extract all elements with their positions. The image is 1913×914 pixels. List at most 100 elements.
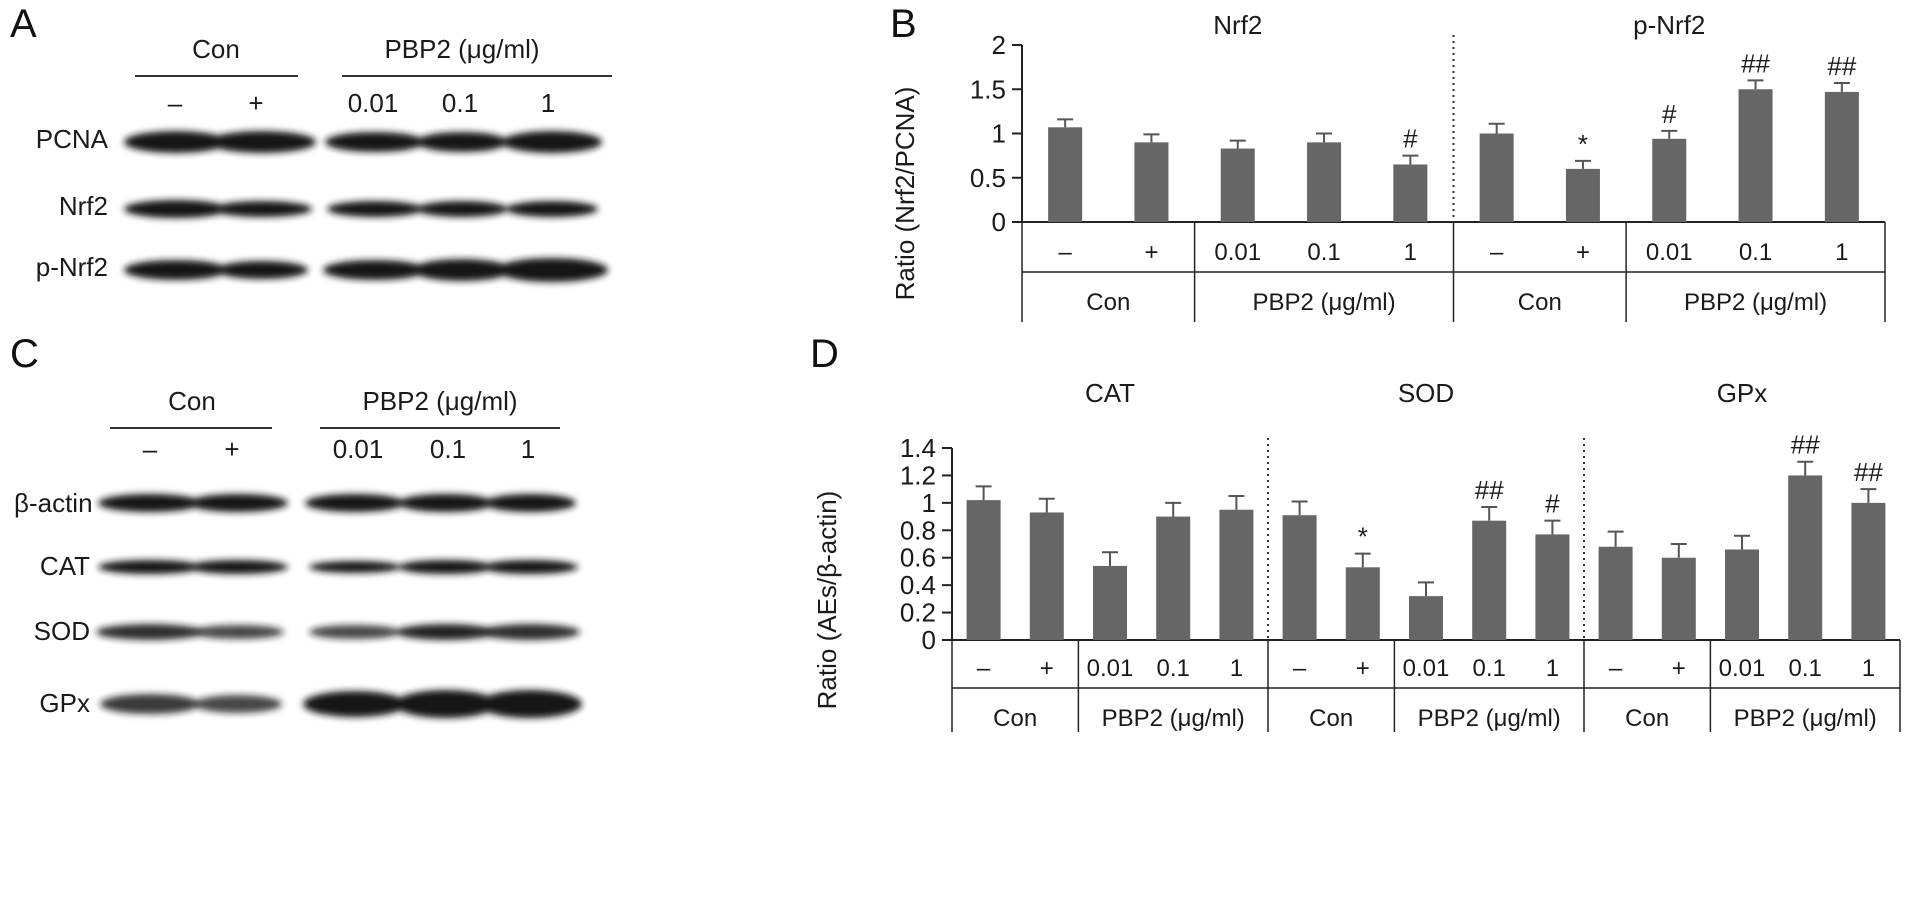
x-lane-label: + <box>1040 655 1054 682</box>
significance-marker: # <box>1545 489 1560 519</box>
bar <box>1565 168 1600 222</box>
bar <box>1048 127 1083 222</box>
blot-c-row-label: GPx <box>39 688 90 718</box>
band <box>506 201 598 217</box>
bar <box>1824 91 1859 222</box>
panel-letter-c: C <box>10 332 39 376</box>
x-lane-label: + <box>1144 239 1158 266</box>
x-lane-label: + <box>1356 655 1370 682</box>
significance-marker: * <box>1578 129 1588 159</box>
band <box>124 260 228 280</box>
x-group-label: Con <box>1309 705 1353 732</box>
bar <box>1156 516 1191 640</box>
y-axis-label: Ratio (AEs/β-actin) <box>812 491 842 710</box>
band <box>194 695 282 713</box>
x-lane-label: 1 <box>1835 239 1848 266</box>
x-group-label: Con <box>1518 289 1562 316</box>
panel-letter-a: A <box>10 2 37 46</box>
x-lane-label: – <box>1058 239 1072 266</box>
y-tick-label: 1.5 <box>970 74 1006 104</box>
band <box>303 691 407 717</box>
band <box>502 131 602 153</box>
bar <box>1220 148 1255 222</box>
y-tick-label: 0 <box>922 625 936 655</box>
chart-b: 0 0.5 1 1.5 2 Ratio (Nrf2/PCNA) Nrf2 – +0.01 0.1 #… <box>890 10 1886 322</box>
significance-marker: * <box>1358 522 1368 552</box>
x-group-label: PBP2 (μg/ml) <box>1252 289 1395 316</box>
bar <box>966 500 1001 640</box>
blot-a-row-label: p-Nrf2 <box>36 252 108 282</box>
blot-c-lane-label: 0.01 <box>333 434 384 464</box>
band <box>496 258 608 282</box>
significance-marker: ## <box>1854 457 1883 487</box>
band <box>216 261 308 279</box>
y-tick-label: 1 <box>922 488 936 518</box>
band <box>96 624 204 640</box>
significance-marker: # <box>1662 99 1677 129</box>
y-tick-label: 1.4 <box>900 433 936 463</box>
bar <box>1134 142 1169 222</box>
band <box>325 132 425 152</box>
y-tick-label: 0.8 <box>900 515 936 545</box>
band <box>188 560 288 574</box>
x-lane-label: 0.1 <box>1789 655 1822 682</box>
band <box>478 690 582 718</box>
band <box>98 560 202 574</box>
y-tick-label: 0 <box>992 207 1006 237</box>
y-tick-label: 0.4 <box>900 570 936 600</box>
x-group-label: Con <box>1086 289 1130 316</box>
x-lane-label: 1 <box>1546 655 1559 682</box>
blot-a-group-pbp2: PBP2 (μg/ml) <box>384 34 539 64</box>
bar <box>1345 567 1380 640</box>
band <box>309 561 401 573</box>
band <box>100 694 200 714</box>
x-lane-label: 0.01 <box>1087 655 1134 682</box>
panel-a: A Con PBP2 (μg/ml) – + 0.01 0.1 1 PCNA N… <box>0 0 660 320</box>
blot-c-row-label: CAT <box>40 551 90 581</box>
bar <box>1598 546 1633 640</box>
x-lane-label: 0.1 <box>1473 655 1506 682</box>
bar <box>1661 557 1696 640</box>
band <box>416 201 508 217</box>
x-lane-label: 0.1 <box>1739 239 1772 266</box>
y-tick-label: 2 <box>992 30 1006 60</box>
x-group-label: Con <box>1625 705 1669 732</box>
blot-a-lane-label: 1 <box>541 88 555 118</box>
blot-c-lane-label: – <box>143 434 158 464</box>
blot-a-lane-label: + <box>248 88 263 118</box>
blot-a-lane-label: 0.01 <box>348 88 399 118</box>
band <box>398 494 494 512</box>
x-group-label: PBP2 (μg/ml) <box>1418 705 1561 732</box>
bar <box>1479 133 1514 222</box>
bar <box>1307 142 1342 222</box>
significance-marker: # <box>1403 124 1418 154</box>
y-tick-label: 0.5 <box>970 163 1006 193</box>
band <box>188 494 288 512</box>
band <box>98 494 202 512</box>
x-group-label: Con <box>993 705 1037 732</box>
panel-letter-d: D <box>810 332 839 376</box>
panel-d: D <box>810 330 1910 914</box>
blot-a-bands <box>124 131 608 282</box>
significance-marker: ## <box>1827 51 1856 81</box>
x-group-label: PBP2 (μg/ml) <box>1102 705 1245 732</box>
bar <box>1409 596 1443 640</box>
bar <box>1093 565 1127 640</box>
band <box>482 560 578 574</box>
band <box>327 201 423 217</box>
blot-c-row-label: β-actin <box>14 488 93 518</box>
x-lane-label: 1 <box>1230 655 1243 682</box>
band <box>394 690 498 718</box>
y-axis-label: Ratio (Nrf2/PCNA) <box>890 87 920 301</box>
group-title: p-Nrf2 <box>1633 10 1705 40</box>
significance-marker: ## <box>1741 48 1770 78</box>
x-lane-label: + <box>1576 239 1590 266</box>
bar <box>1788 475 1823 640</box>
bar <box>1652 138 1687 222</box>
band <box>480 624 580 640</box>
band <box>484 494 576 512</box>
panel-b: B <box>890 0 1900 330</box>
bar <box>1725 549 1759 640</box>
x-lane-label: 0.1 <box>1157 655 1190 682</box>
x-lane-label: + <box>1672 655 1686 682</box>
